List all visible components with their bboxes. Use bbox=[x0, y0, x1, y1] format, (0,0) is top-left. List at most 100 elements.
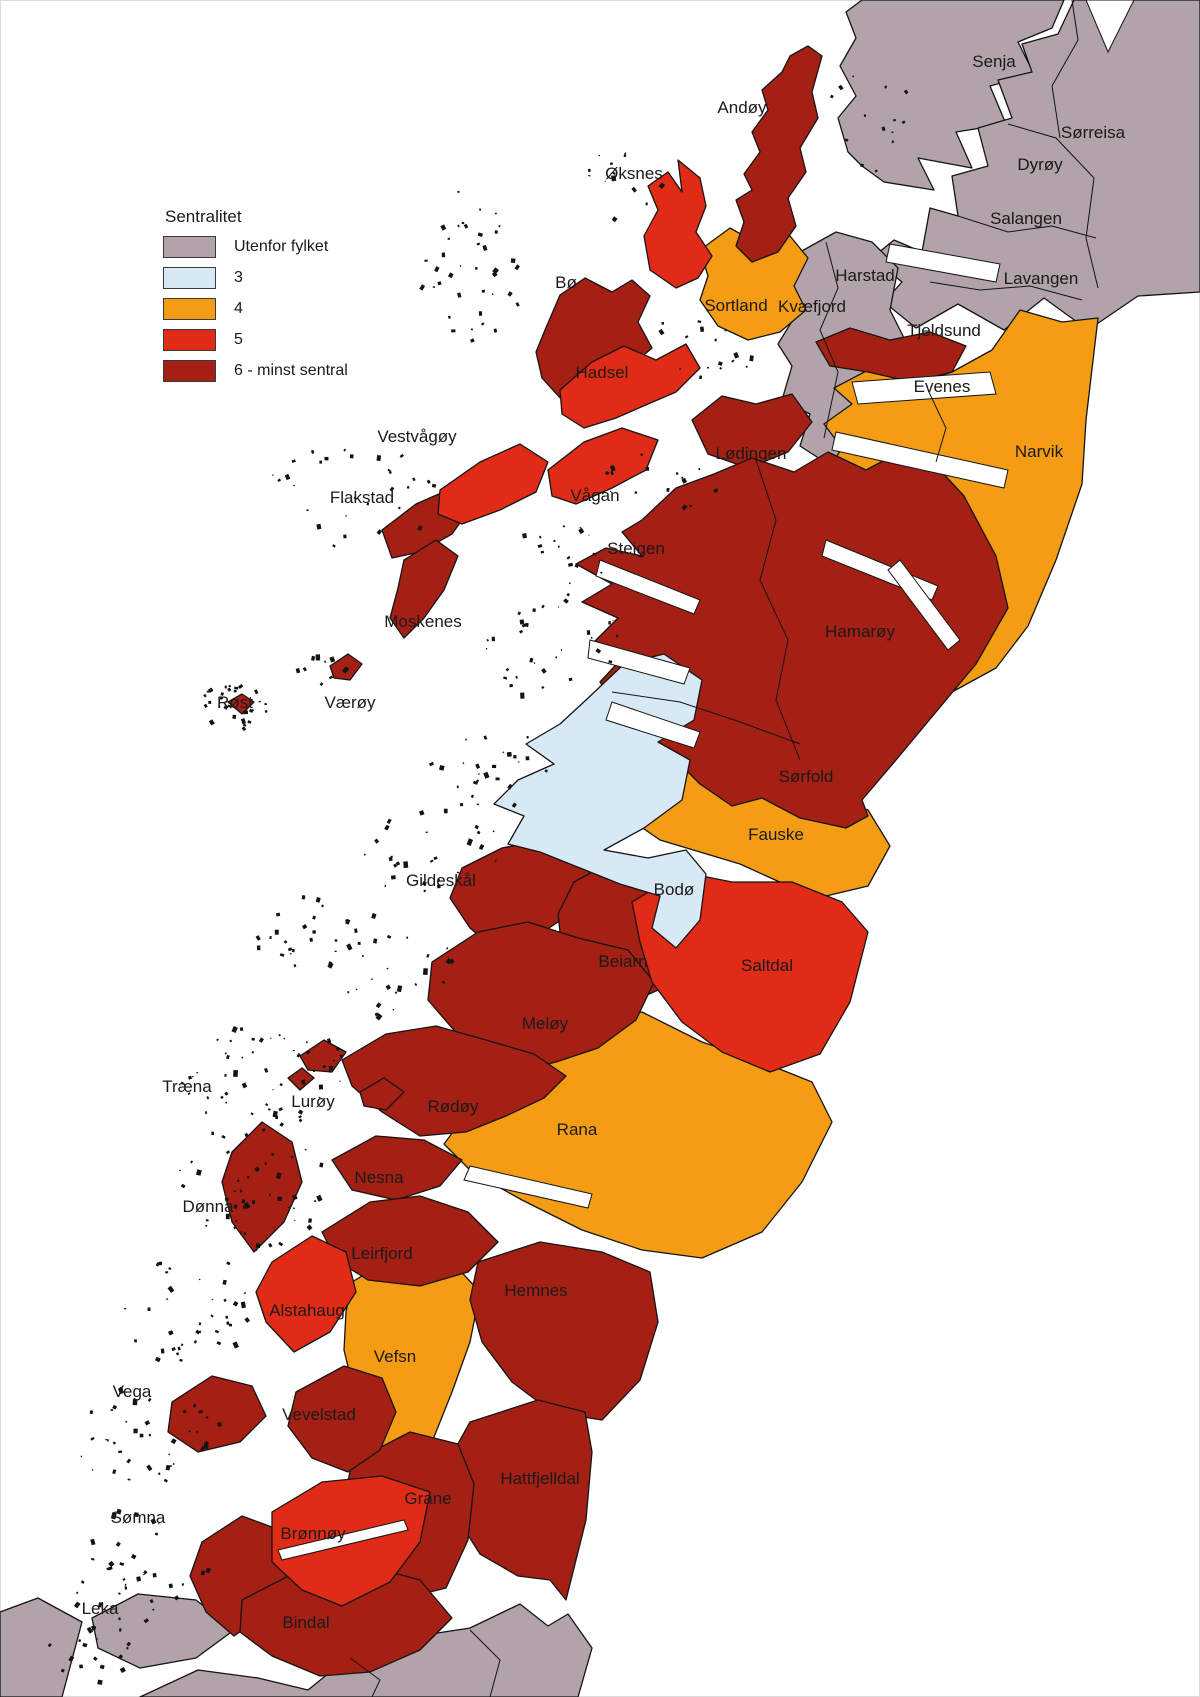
region-rost bbox=[227, 693, 255, 715]
map-label-vagan: Vågan bbox=[570, 486, 619, 505]
municipal-borders bbox=[349, 0, 1099, 1697]
region-senja bbox=[837, 0, 1065, 191]
region-hemnes bbox=[469, 1241, 659, 1421]
map-label-tjeldsund: Tjeldsund bbox=[907, 321, 981, 340]
region-tjeldsund-strip bbox=[815, 327, 967, 383]
border-sorreisa-dyroy bbox=[1007, 123, 1095, 179]
map-label-beiarn: Beiarn bbox=[598, 952, 647, 971]
legend-swatch-outside bbox=[163, 236, 216, 258]
fjords bbox=[277, 0, 1135, 1561]
legend-swatch-6 bbox=[163, 360, 216, 382]
map-label-senja: Senja bbox=[972, 52, 1016, 71]
map-label-steigen: Steigen bbox=[607, 539, 665, 558]
map-label-andoy: Andøy bbox=[717, 98, 767, 117]
region-lodingen bbox=[691, 393, 813, 469]
map-label-vega: Vega bbox=[113, 1382, 152, 1401]
legend-title: Sentralitet bbox=[165, 207, 242, 226]
map-label-vevelstad: Vevelstad bbox=[282, 1405, 356, 1424]
map-label-rost: Røst bbox=[217, 693, 253, 712]
map-label-evenes: Evenes bbox=[914, 377, 971, 396]
legend-items: Utenfor fylket 3 4 5 6 - minst sentral bbox=[163, 236, 423, 382]
fjord-troms-notch bbox=[1085, 0, 1135, 54]
region-hadsel bbox=[559, 343, 701, 429]
border-trondelag-2 bbox=[349, 1657, 381, 1697]
map-label-sorreisa: Sørreisa bbox=[1061, 123, 1126, 142]
region-moskenes bbox=[389, 539, 459, 639]
map-label-bodo: Bodø bbox=[654, 880, 695, 899]
region-donna bbox=[221, 1121, 303, 1253]
fjord-sorfold bbox=[605, 701, 701, 749]
legend-label: 4 bbox=[234, 300, 243, 317]
map-label-donna: Dønna bbox=[182, 1197, 234, 1216]
map-label-leka: Leka bbox=[82, 1599, 119, 1618]
border-lavangen-south bbox=[929, 281, 1083, 301]
region-trondelag-main bbox=[139, 1603, 593, 1697]
map-label-hadsel: Hadsel bbox=[576, 363, 629, 382]
region-nesna bbox=[331, 1135, 463, 1201]
region-luroy-b bbox=[359, 1077, 405, 1111]
legend-swatch-4 bbox=[163, 298, 216, 320]
map-label-saltdal: Saltdal bbox=[741, 956, 793, 975]
border-steigen-sorfold bbox=[611, 691, 801, 745]
map-label-hamaroy: Hamarøy bbox=[825, 622, 895, 641]
border-salangen-north bbox=[957, 215, 1097, 239]
fjord-salangen bbox=[885, 243, 1001, 283]
fjord-tysfjord bbox=[887, 559, 961, 651]
map-label-gildeskal: Gildeskål bbox=[406, 871, 476, 890]
map-label-lavangen: Lavangen bbox=[1004, 269, 1079, 288]
map-label-alstahaug: Alstahaug bbox=[269, 1301, 345, 1320]
map-label-flakstad: Flakstad bbox=[330, 488, 394, 507]
legend-label: 6 - minst sentral bbox=[234, 362, 348, 379]
fjord-ranfjorden bbox=[463, 1165, 593, 1209]
border-sorreisa-east bbox=[1051, 0, 1079, 139]
legend-row-4: 4 bbox=[163, 298, 423, 320]
map-label-bo: Bø bbox=[555, 273, 577, 292]
map-label-rodoy: Rødøy bbox=[428, 1097, 480, 1116]
border-kvaefjord-harstad bbox=[819, 241, 839, 439]
legend-swatch-3 bbox=[163, 267, 216, 289]
legend-swatch-5 bbox=[163, 329, 216, 351]
map-label-harstad: Harstad bbox=[835, 266, 895, 285]
map-label-vestvagoy: Vestvågøy bbox=[377, 427, 457, 446]
map-label-fauske: Fauske bbox=[748, 825, 804, 844]
map-label-meloy: Meløy bbox=[522, 1014, 569, 1033]
map-label-hemnes: Hemnes bbox=[504, 1281, 567, 1300]
map-label-nesna: Nesna bbox=[354, 1168, 404, 1187]
fjord-velfjorden bbox=[277, 1519, 409, 1561]
border-steigen-hamaroy bbox=[755, 459, 801, 761]
region-trondelag-west bbox=[0, 1597, 83, 1697]
map-labels: Senja Sørreisa Dyrøy Salangen Lavangen Harsta… bbox=[82, 52, 1126, 1632]
border-evenes-narvik bbox=[927, 389, 947, 463]
border-dyroy-salangen bbox=[1085, 177, 1099, 289]
region-alstahaug bbox=[255, 1235, 357, 1353]
map-label-leirfjord: Leirfjord bbox=[351, 1244, 412, 1263]
region-leirfjord bbox=[321, 1195, 499, 1287]
legend-row-3: 3 bbox=[163, 267, 423, 289]
map-label-kvaefjord: Kvæfjord bbox=[778, 297, 846, 316]
region-oksnes bbox=[643, 159, 713, 289]
legend-label: Utenfor fylket bbox=[234, 238, 329, 255]
legend-label: 3 bbox=[234, 269, 243, 286]
legend-row-6: 6 - minst sentral bbox=[163, 360, 423, 382]
map-label-oksnes: Øksnes bbox=[605, 164, 663, 183]
map-label-sortland: Sortland bbox=[704, 296, 767, 315]
map-label-lodingen: Lødingen bbox=[716, 444, 787, 463]
legend-row-5: 5 bbox=[163, 329, 423, 351]
region-vevelstad bbox=[287, 1365, 397, 1473]
region-rodoy bbox=[341, 1025, 567, 1137]
border-trondelag-1 bbox=[469, 1629, 501, 1697]
region-vega bbox=[167, 1375, 267, 1453]
legend-row-outside: Utenfor fylket bbox=[163, 236, 423, 258]
map-label-narvik: Narvik bbox=[1015, 442, 1064, 461]
map-label-bindal: Bindal bbox=[282, 1613, 329, 1632]
fjord-steigen-south bbox=[587, 639, 691, 685]
region-luroy-a bbox=[299, 1039, 347, 1073]
map-label-somna: Sømna bbox=[111, 1508, 166, 1527]
fjord-steigen-north bbox=[595, 559, 701, 615]
island-dots bbox=[47, 75, 909, 1685]
map-label-moskenes: Moskenes bbox=[384, 612, 461, 631]
map-label-sorfold: Sørfold bbox=[779, 767, 834, 786]
